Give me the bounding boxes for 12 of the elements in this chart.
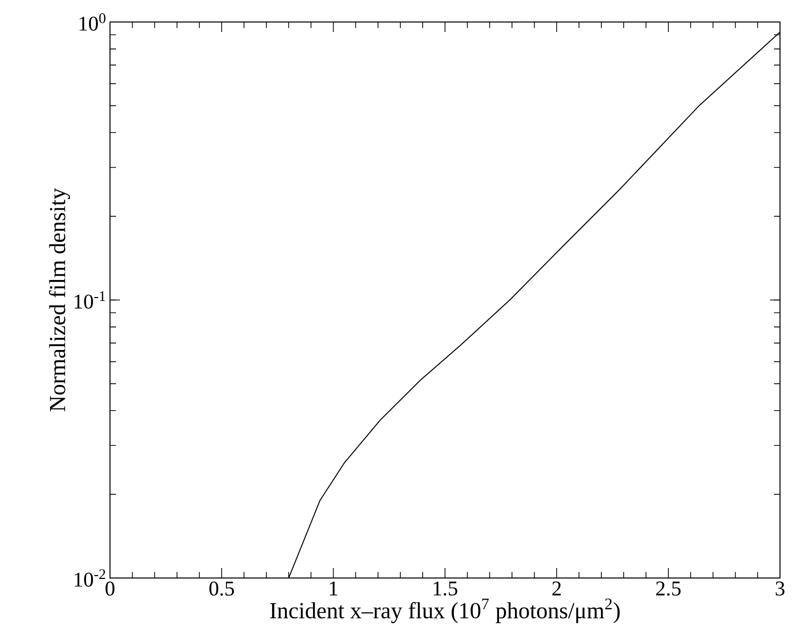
y-axis-title: Normalized film density [48, 188, 70, 412]
x-axis-title: Incident x–ray flux (10$^{7}$ photons/μm$^{2}$) [270, 598, 620, 624]
x-tick-label: 2.5 [656, 582, 681, 596]
y-tick-label: 10$^{-1}$ [74, 291, 106, 309]
x-tick-label: 3 [776, 582, 784, 596]
x-tick-label: 2 [552, 582, 561, 596]
x-tick-label: 0.5 [209, 582, 234, 596]
y-tick-label: 10$^{0}$ [80, 13, 106, 31]
x-tick-label: 0 [106, 582, 114, 596]
y-tick-label: 10$^{-2}$ [74, 569, 106, 587]
x-tick-label: 1 [330, 582, 338, 596]
x-tick-label: 1.5 [434, 582, 458, 596]
